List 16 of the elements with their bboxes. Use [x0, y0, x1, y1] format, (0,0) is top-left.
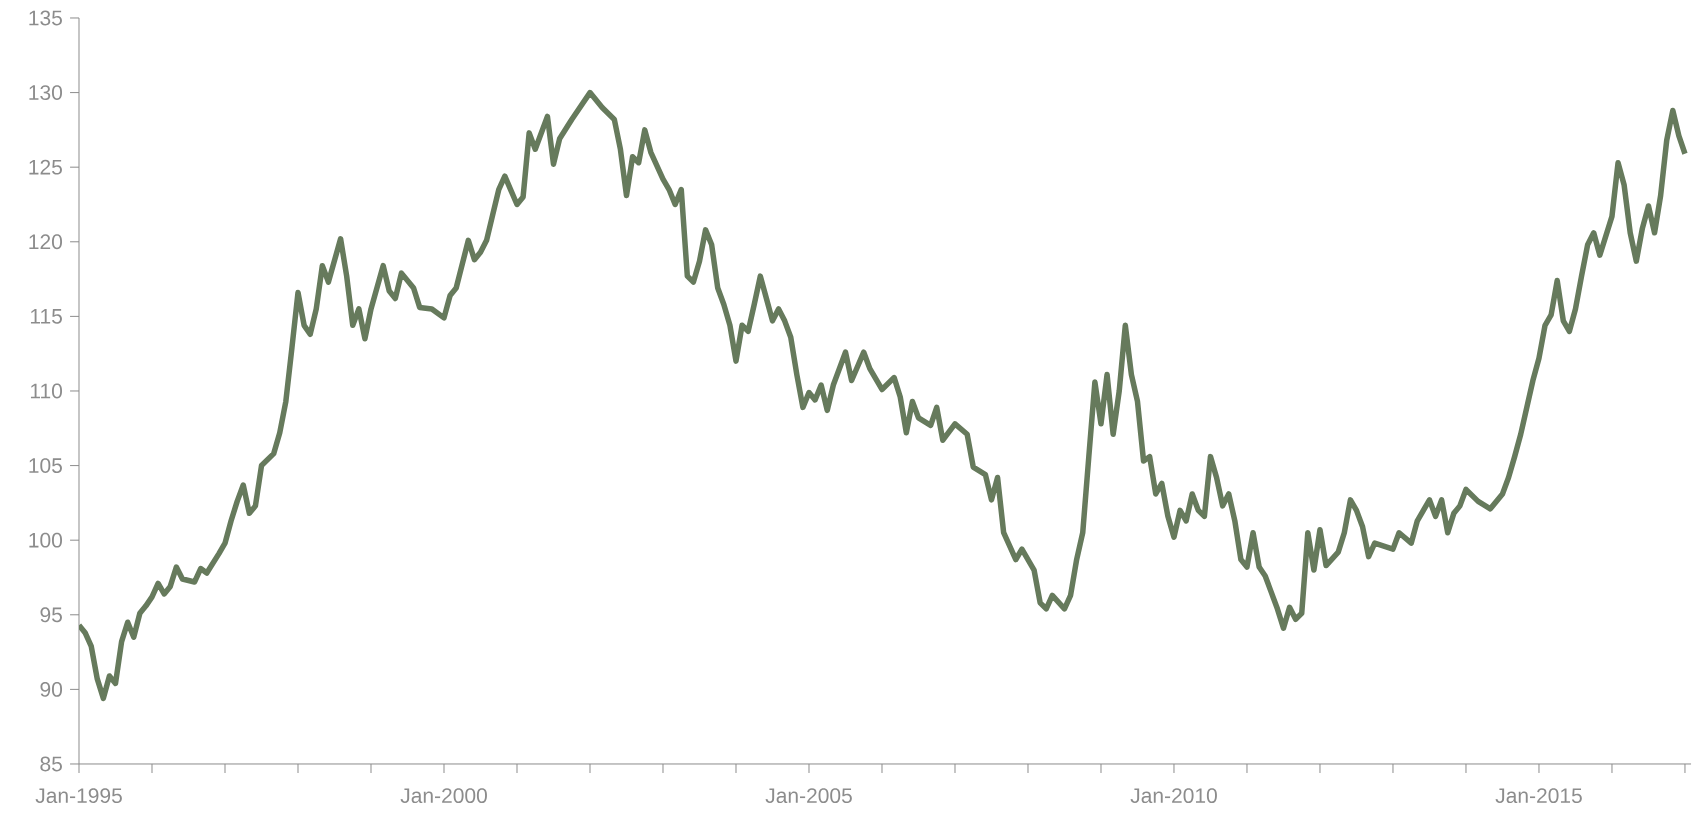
y-tick-label: 120: [29, 234, 63, 250]
y-tick-label: 125: [29, 159, 62, 175]
y-tick-label: 95: [40, 607, 62, 623]
y-tick-label: 135: [29, 10, 62, 26]
y-tick-label: 115: [30, 309, 62, 324]
y-tick-label: 100: [29, 532, 63, 548]
y-tick-label: 105: [29, 458, 62, 474]
y-tick-label: 130: [29, 85, 63, 101]
x-tick-label: Jan-2010: [1130, 788, 1217, 804]
x-tick-label: Jan-2015: [1495, 788, 1582, 804]
y-tick-label: 85: [40, 756, 62, 772]
y-tick-label: 110: [30, 383, 63, 399]
x-tick-label: Jan-2000: [400, 788, 487, 804]
y-tick-label: 90: [40, 681, 63, 697]
x-tick-label: Jan-1995: [35, 788, 122, 804]
x-tick-label: Jan-2005: [765, 788, 852, 804]
